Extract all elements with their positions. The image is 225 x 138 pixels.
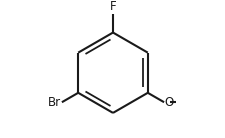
Text: O: O — [164, 96, 173, 109]
Text: F: F — [109, 0, 116, 13]
Text: Br: Br — [48, 96, 61, 109]
